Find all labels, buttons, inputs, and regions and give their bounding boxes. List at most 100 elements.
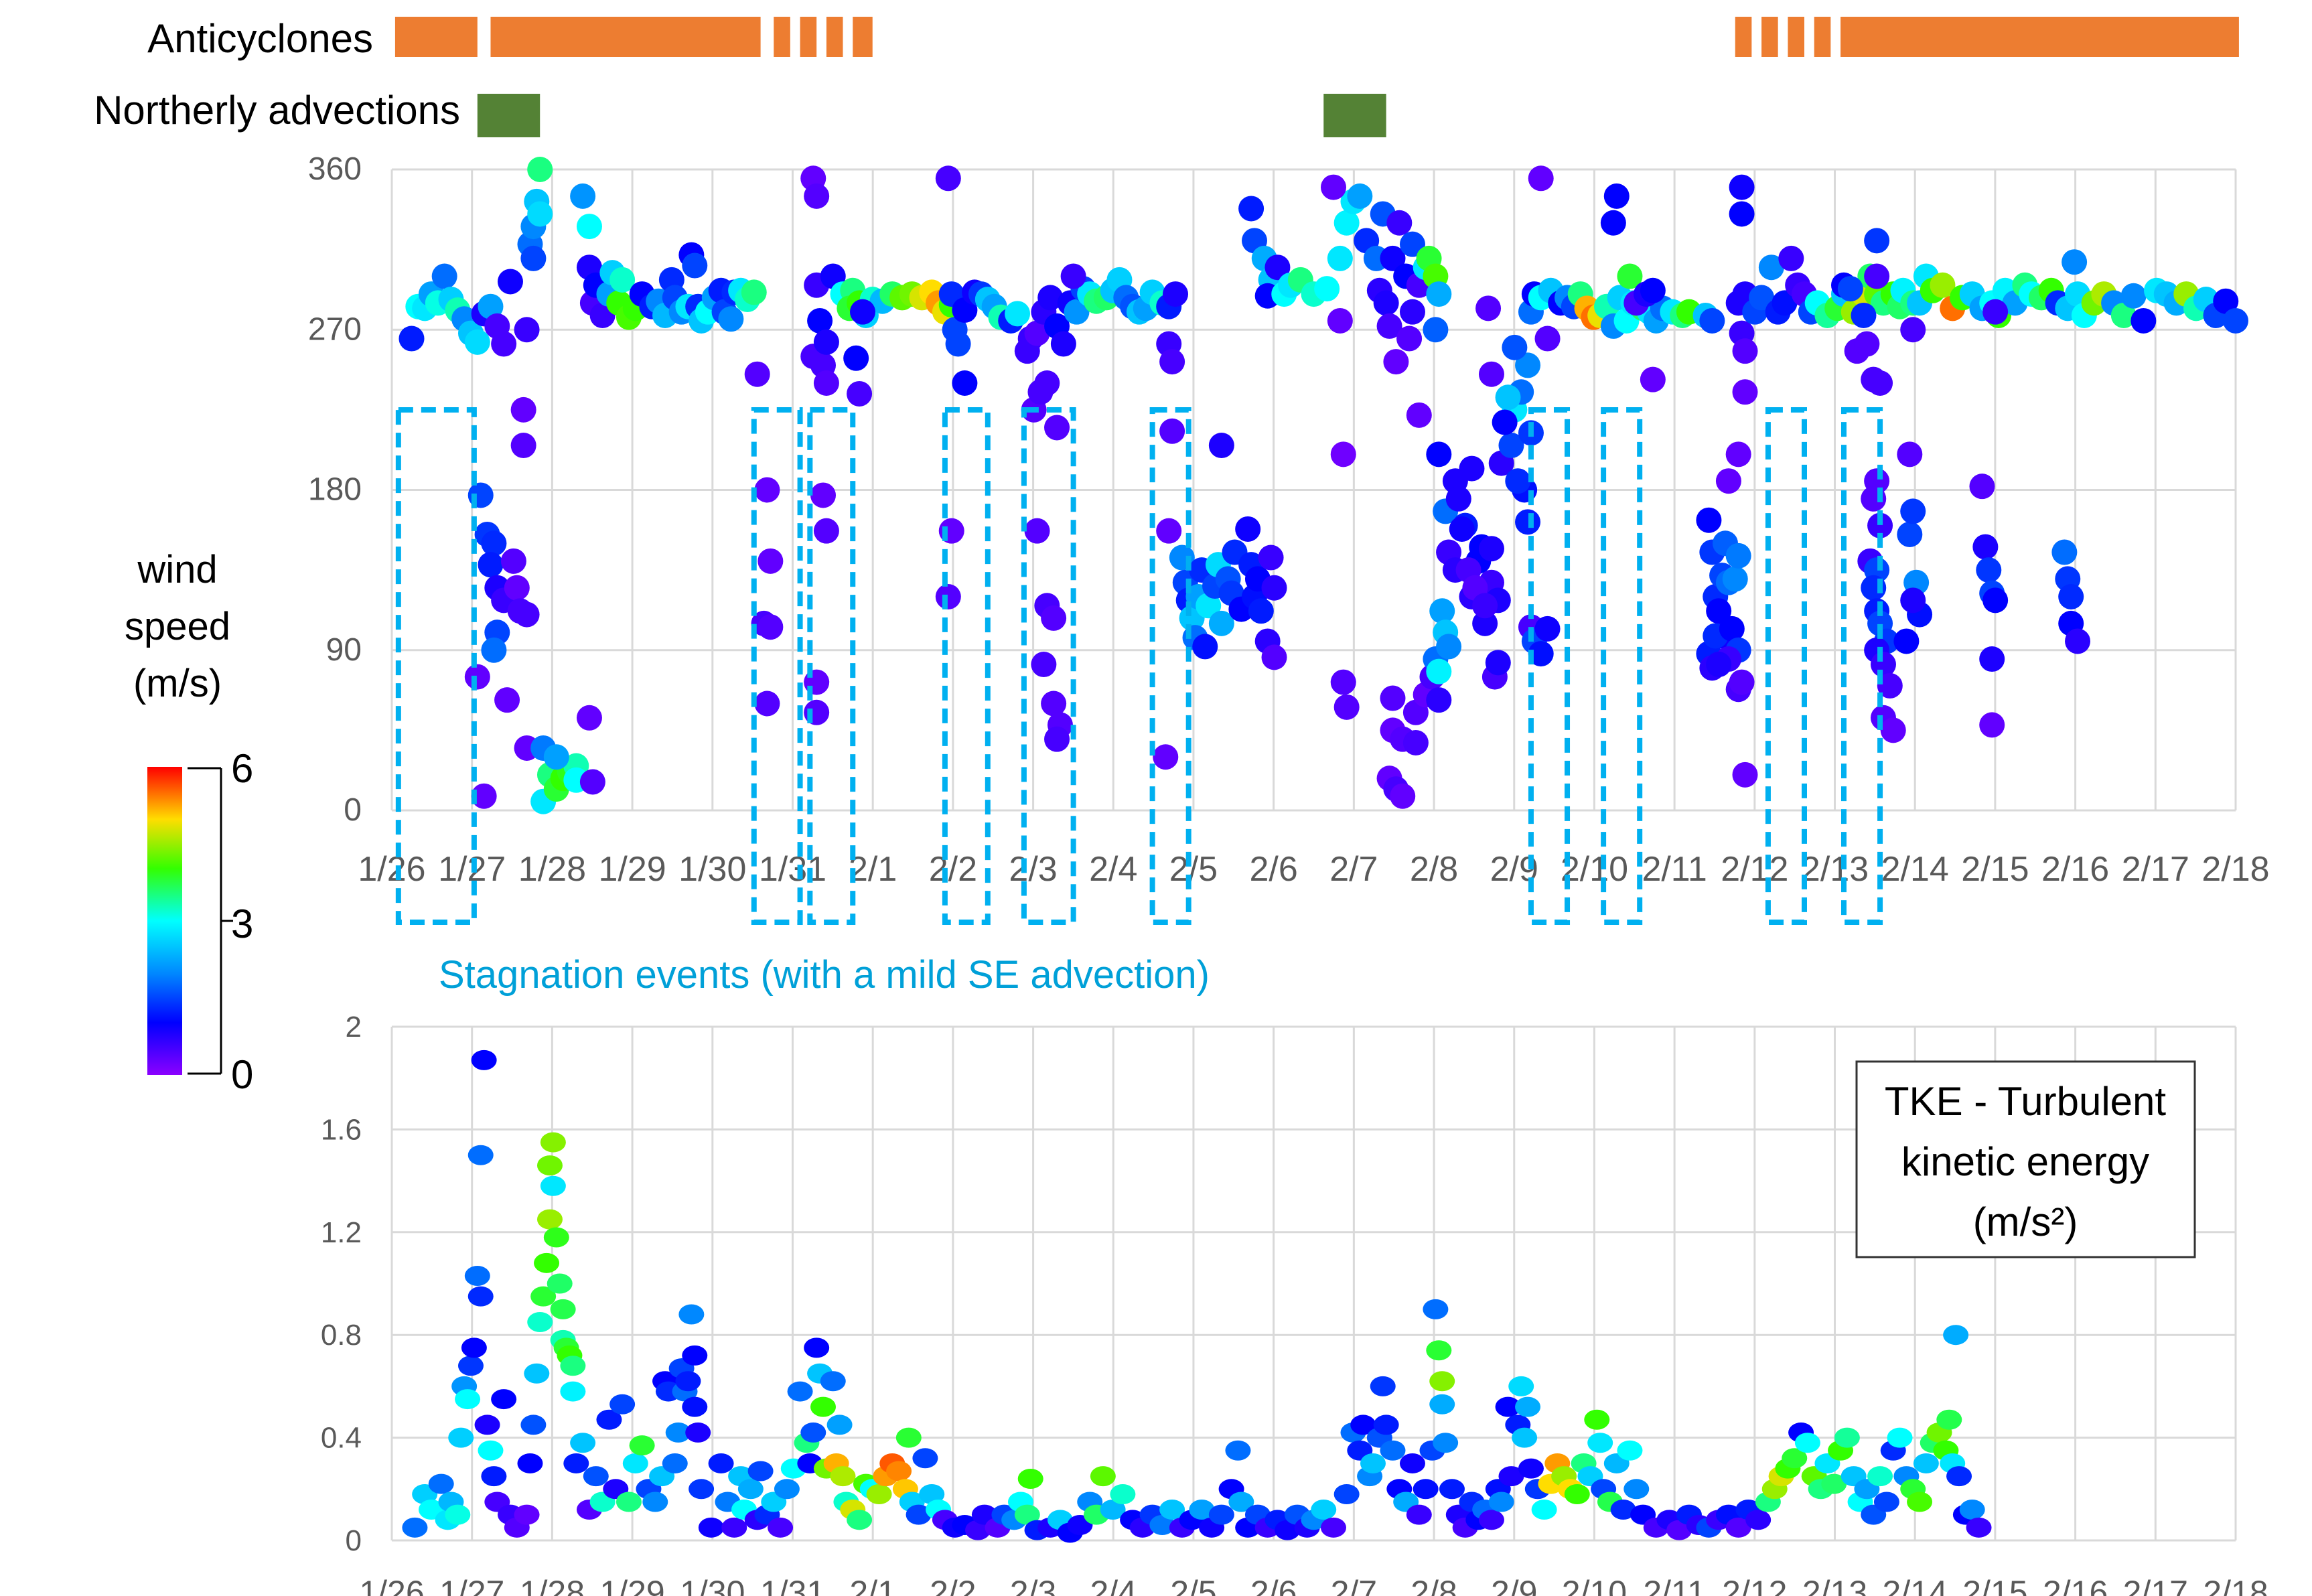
wind-direction-points <box>399 157 2248 814</box>
x-tick-label: 1/28 <box>520 1574 585 1596</box>
tke-point <box>534 1252 560 1273</box>
wind-direction-point <box>478 293 504 319</box>
x-tick-label: 1/27 <box>439 1574 504 1596</box>
wind-direction-point <box>1399 299 1425 325</box>
wind-direction-point <box>1475 295 1502 321</box>
wind-direction-point <box>1426 281 1452 307</box>
wind-direction-point <box>1024 518 1050 544</box>
tke-point <box>1159 1499 1185 1520</box>
wind-direction-point <box>1373 290 1399 316</box>
wind-direction-point <box>1333 210 1360 236</box>
wind-direction-point <box>1893 628 1920 654</box>
tke-point <box>682 1345 708 1366</box>
wind-direction-point <box>576 705 602 731</box>
wind-direction-point <box>510 433 536 459</box>
tke-point <box>550 1299 576 1319</box>
wind-direction-point <box>543 744 569 770</box>
wind-direction-point <box>1715 468 1741 494</box>
wind-direction-point <box>2120 283 2147 309</box>
wind-direction-point <box>1864 228 1890 254</box>
tke-point <box>517 1453 543 1473</box>
wind-direction-point <box>1156 518 1182 544</box>
wind-direction-point <box>1492 409 1518 435</box>
wind-direction-point <box>1732 379 1758 405</box>
wind-direction-point <box>843 345 869 371</box>
wind-direction-point <box>514 601 540 628</box>
x-tick-label: 2/3 <box>1010 1574 1057 1596</box>
tke-point <box>919 1483 945 1504</box>
wind-direction-point <box>1320 174 1346 200</box>
x-tick-label: 2/2 <box>929 850 977 889</box>
bottom-y-tick-labels: 2 1.6 1.2 0.8 0.4 0 <box>321 1011 362 1557</box>
wind-direction-point <box>481 637 507 663</box>
wind-direction-point <box>1528 641 1554 667</box>
wind-direction-point <box>2058 584 2084 609</box>
tke-point <box>1725 1517 1751 1538</box>
tke-point <box>445 1504 471 1525</box>
tke-point <box>1433 1433 1459 1453</box>
wind-direction-point <box>2223 307 2248 334</box>
colorbar-title-line-3: (m/s) <box>133 662 222 705</box>
x-tick-label: 2/6 <box>1250 850 1298 889</box>
wind-direction-point <box>1402 729 1429 755</box>
tke-point <box>1531 1499 1557 1520</box>
wind-direction-point <box>1383 349 1409 375</box>
wind-direction-point <box>757 614 784 640</box>
tke-point <box>698 1517 724 1538</box>
y-tick-label: 0.8 <box>321 1319 362 1352</box>
wind-direction-point <box>1528 165 1554 192</box>
anticyclone-bar <box>853 17 873 57</box>
colorbar-tick-0: 0 <box>231 1052 253 1097</box>
wind-direction-point <box>935 165 961 192</box>
anticyclone-bars <box>394 17 2239 57</box>
colorbar-title-line-1: wind <box>137 548 217 591</box>
x-tick-label: 2/2 <box>930 1574 977 1596</box>
tke-point <box>895 1427 922 1448</box>
wind-direction-point <box>1778 245 1804 271</box>
wind-direction-point <box>1406 402 1432 428</box>
x-tick-label: 2/18 <box>2201 850 2269 889</box>
y-tick-label: 0 <box>344 792 362 828</box>
tke-point <box>616 1492 642 1512</box>
anticyclone-bar <box>1761 17 1778 57</box>
wind-direction-point <box>510 396 536 423</box>
tke-point <box>906 1504 932 1525</box>
wind-direction-point <box>1732 338 1758 364</box>
wind-direction-point <box>847 380 873 407</box>
wind-direction-point <box>500 548 526 574</box>
wind-direction-point <box>1969 474 1995 500</box>
x-tick-label: 2/9 <box>1491 1574 1538 1596</box>
tke-point <box>787 1381 813 1402</box>
wind-direction-point <box>1163 281 1189 307</box>
x-tick-label: 2/17 <box>2123 1574 2188 1596</box>
wind-direction-point <box>682 252 708 279</box>
tke-point <box>1495 1396 1521 1417</box>
x-tick-label: 2/7 <box>1331 1574 1378 1596</box>
wind-direction-point <box>1867 512 1893 538</box>
wind-direction-point <box>1699 307 1725 334</box>
tke-label-line-3: (m/s²) <box>1973 1200 2078 1244</box>
wind-direction-point <box>1327 245 1353 271</box>
wind-direction-point <box>1396 325 1423 352</box>
tke-point <box>1333 1483 1360 1504</box>
tke-point <box>536 1155 563 1176</box>
wind-direction-point <box>1159 349 1185 375</box>
tke-point <box>1439 1479 1465 1500</box>
wind-direction-point <box>1897 441 1923 467</box>
wind-direction-point <box>2213 288 2239 314</box>
stagnation-event-box <box>1021 407 1076 925</box>
tke-point <box>520 1414 547 1435</box>
stagnation-event-box <box>1601 407 1643 925</box>
y-tick-label: 1.2 <box>321 1216 362 1249</box>
wind-speed-colorbar: wind speed (m/s) 6 3 0 <box>125 548 253 1097</box>
tke-point <box>810 1396 837 1417</box>
tke-point <box>467 1145 494 1165</box>
y-tick-label: 360 <box>308 151 362 187</box>
wind-direction-point <box>1867 370 1893 396</box>
tke-point <box>1584 1409 1610 1430</box>
wind-direction-point <box>1192 634 1218 660</box>
wind-direction-point <box>1380 685 1406 711</box>
x-tick-label: 1/28 <box>518 850 586 889</box>
tke-point <box>1959 1499 1985 1520</box>
wind-direction-point <box>431 263 457 289</box>
